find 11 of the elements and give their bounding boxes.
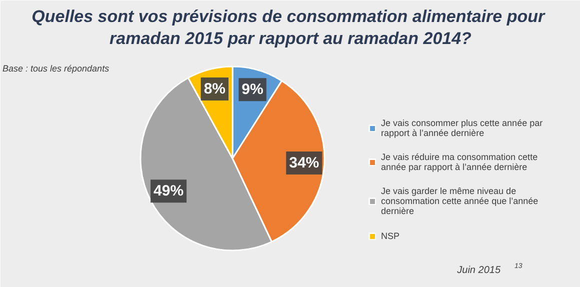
data-label: 34% [289,154,320,172]
legend-label: NSP [381,230,401,242]
data-label: 8% [204,80,226,98]
text: Base : tous les répondants [2,64,110,74]
data-label: 49% [154,182,184,200]
legend-label: Je vais réduire ma consommation cette année par rapport à l’année dernière [381,152,538,172]
data-label: 9% [242,81,264,98]
legend-label: Je vais consommer plus cette année par rapport à l’année dernière [381,118,543,138]
chart-title: Quelles sont vos prévisions de consommation alimentaire pour ramadan 2015 par rapport au ramadan 2014? [32,7,546,48]
text: Juin 2015 [456,265,501,276]
legend-label: Je vais garder le même niveau de consommation cette année que l’année dernière [381,186,538,216]
